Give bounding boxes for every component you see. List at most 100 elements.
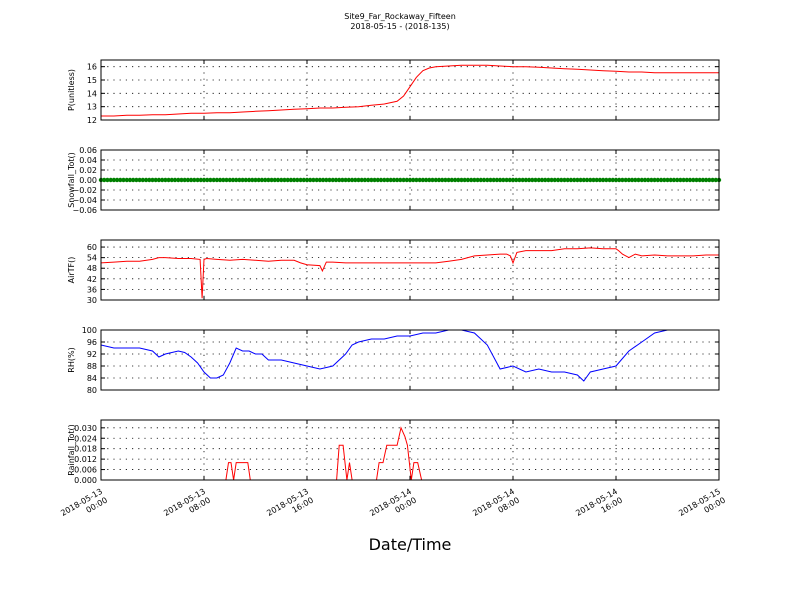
data-point <box>436 177 442 183</box>
data-point <box>456 177 461 183</box>
data-point <box>369 177 374 183</box>
series-line <box>101 64 719 117</box>
data-point <box>143 177 149 183</box>
data-point <box>253 177 258 183</box>
data-point <box>288 177 294 183</box>
data-point <box>314 177 319 183</box>
data-point <box>301 177 306 183</box>
data-point <box>526 177 532 183</box>
data-point <box>694 177 699 183</box>
data-point <box>246 177 252 183</box>
y-tick-label: 16 <box>87 63 97 72</box>
data-point <box>620 177 625 183</box>
data-point <box>327 177 332 183</box>
y-tick-label: 84 <box>87 374 97 383</box>
y-tick-label: 0.000 <box>74 476 97 485</box>
data-point <box>584 177 590 183</box>
data-point <box>285 177 290 183</box>
data-point <box>597 177 603 183</box>
data-point <box>652 177 657 183</box>
data-point <box>485 177 490 183</box>
data-point <box>440 177 445 183</box>
data-point <box>678 177 683 183</box>
data-point <box>510 177 516 183</box>
data-point <box>227 177 232 183</box>
data-point <box>591 177 596 183</box>
data-point <box>346 177 351 183</box>
plot-frame <box>100 239 720 301</box>
data-point <box>607 177 612 183</box>
data-point <box>291 177 297 183</box>
data-point <box>333 177 339 183</box>
plot-frame <box>100 419 720 481</box>
data-point <box>382 177 387 183</box>
data-point <box>507 177 512 183</box>
y-tick-label: 30 <box>87 296 97 305</box>
data-point <box>559 177 564 183</box>
data-point <box>211 177 216 183</box>
data-point <box>617 177 622 183</box>
data-point <box>304 177 310 183</box>
y-tick-label: 0.06 <box>79 146 97 155</box>
data-point <box>172 177 178 183</box>
data-point <box>649 177 654 183</box>
data-point <box>340 177 345 183</box>
y-tick-label: 0.018 <box>74 445 97 454</box>
data-point <box>375 177 380 183</box>
data-point <box>391 177 397 183</box>
data-point <box>710 177 715 183</box>
data-point <box>182 177 187 183</box>
series-line <box>101 426 719 481</box>
data-point <box>687 177 693 183</box>
data-point <box>713 177 718 183</box>
data-point <box>552 177 557 183</box>
series-line <box>100 329 719 382</box>
data-point <box>353 177 358 183</box>
data-point <box>414 177 419 183</box>
data-point <box>108 177 113 183</box>
data-point <box>205 177 210 183</box>
data-point <box>488 177 493 183</box>
data-point <box>401 177 406 183</box>
data-point <box>250 177 255 183</box>
data-point <box>272 177 277 183</box>
y-axis-label: Snowfall_Tot() <box>67 152 76 208</box>
data-point <box>430 177 435 183</box>
data-point <box>150 177 155 183</box>
plot-frame <box>100 329 720 391</box>
y-tick-label: 0.00 <box>79 176 97 185</box>
data-point <box>646 177 651 183</box>
plot-frame <box>100 59 720 121</box>
data-point <box>465 177 471 183</box>
data-point <box>555 177 561 183</box>
data-point <box>658 177 664 183</box>
data-point <box>349 177 355 183</box>
panel-2: −0.06−0.04−0.020.000.020.040.06Snowfall_… <box>67 146 722 215</box>
y-axis-label: RH(%) <box>67 347 76 372</box>
y-tick-label: −0.04 <box>72 196 97 205</box>
data-point <box>546 177 551 183</box>
data-point <box>359 177 364 183</box>
data-point <box>179 177 184 183</box>
data-point <box>111 177 117 183</box>
data-point <box>520 177 525 183</box>
data-point <box>662 177 667 183</box>
panels: 1213141516P(unitless)−0.06−0.04−0.020.00… <box>67 59 722 485</box>
data-point <box>411 177 416 183</box>
data-point <box>372 177 377 183</box>
plot-frame <box>100 149 720 211</box>
x-axis-label: Date/Time <box>369 535 452 554</box>
data-point <box>671 177 677 183</box>
data-point <box>639 177 644 183</box>
data-point <box>707 177 712 183</box>
data-point <box>121 177 126 183</box>
data-point <box>536 177 541 183</box>
y-tick-label: 15 <box>87 76 97 85</box>
